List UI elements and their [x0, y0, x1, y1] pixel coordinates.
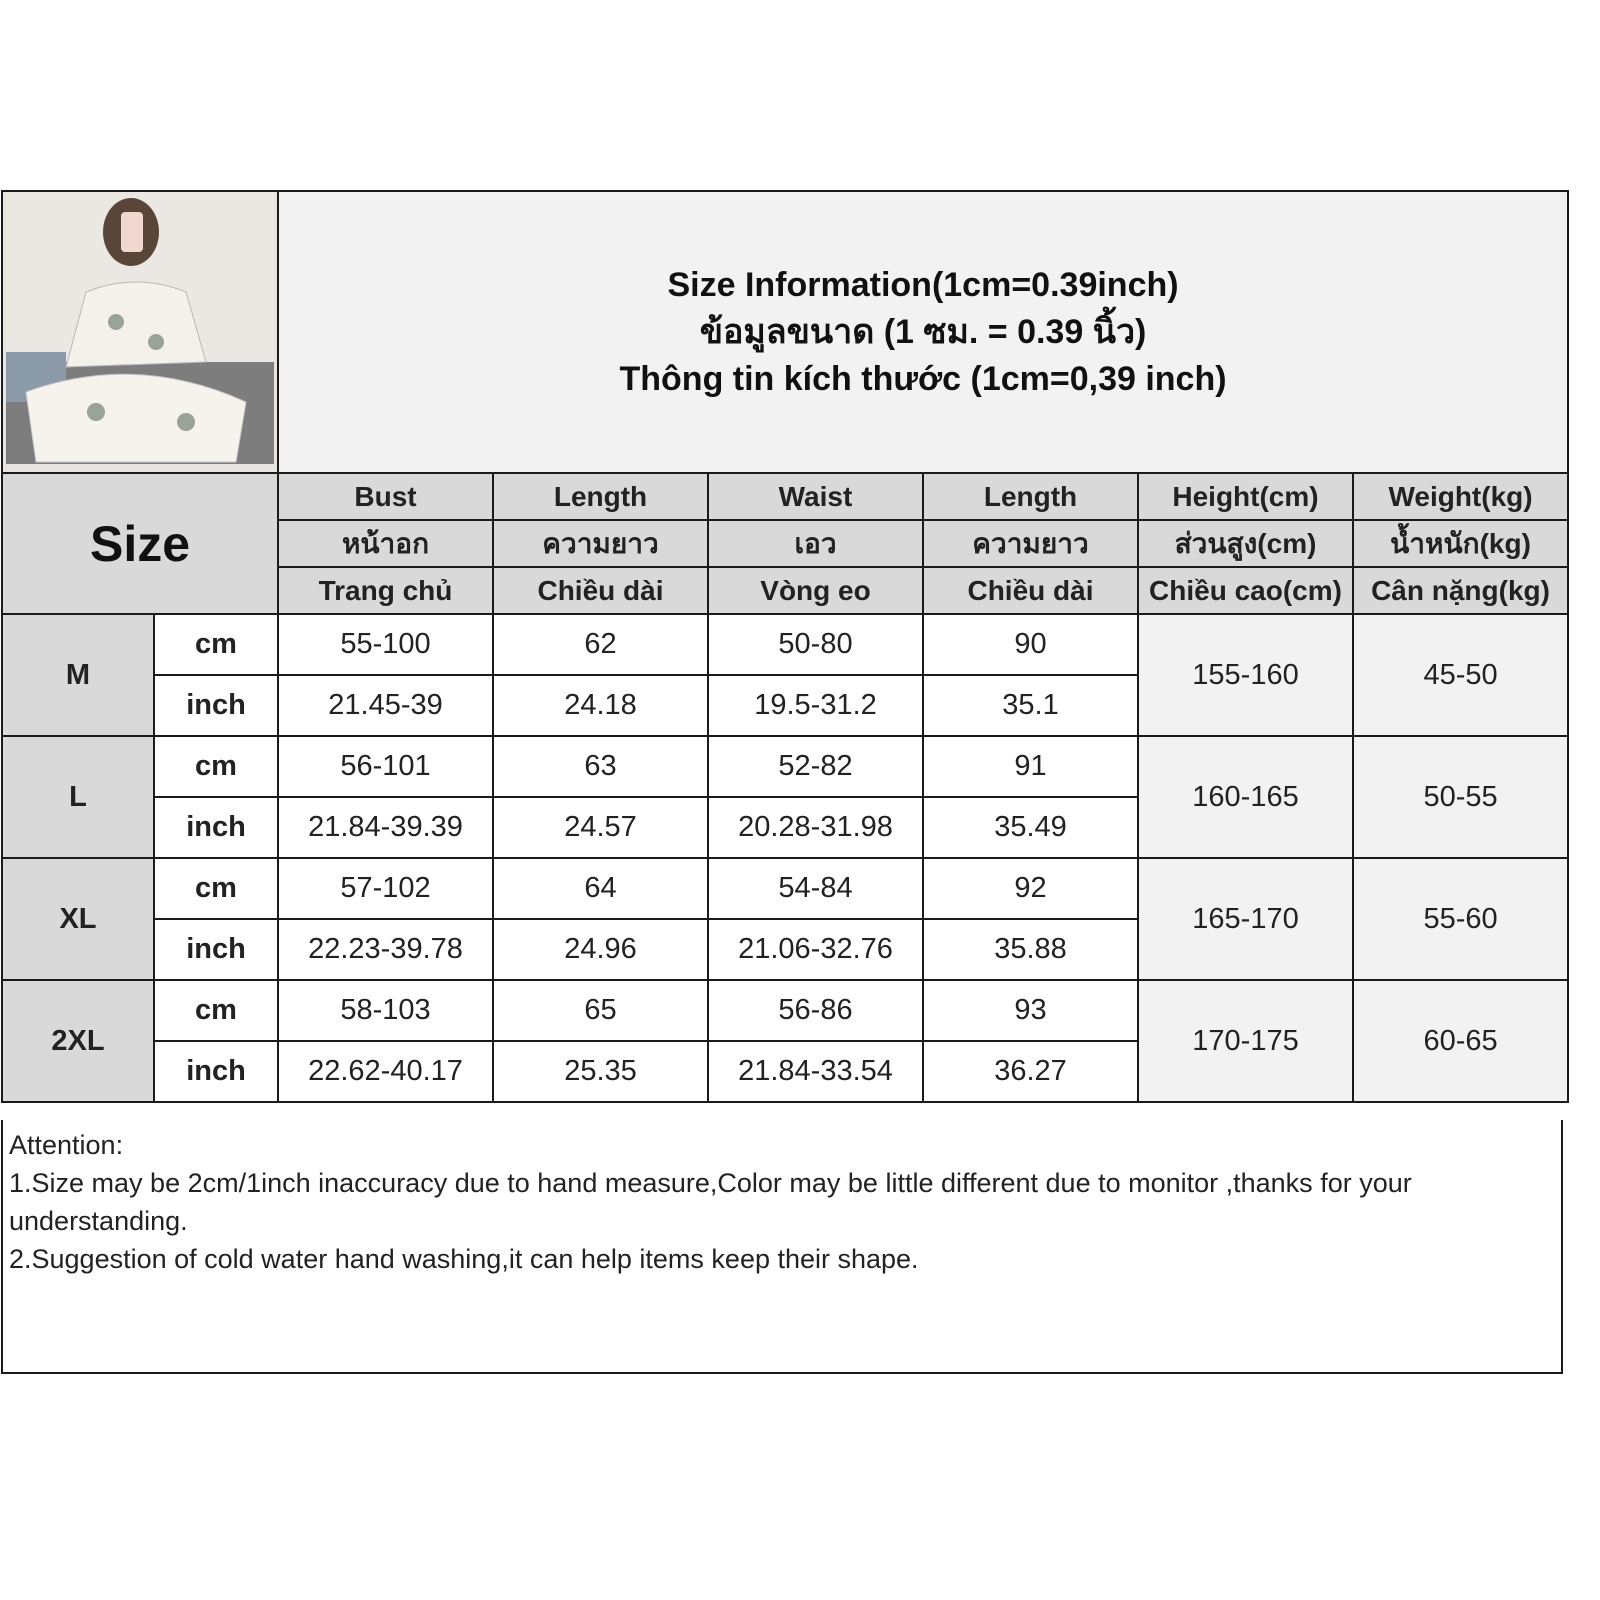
column-header-th: เอว: [707, 519, 924, 568]
measurement-cell: 35.1: [922, 674, 1139, 737]
column-header-th: น้ำหนัก(kg): [1351, 519, 1570, 568]
table-row: inch 22.23-39.78 24.96 21.06-32.76 35.88: [2, 918, 1568, 981]
size-label: L: [1, 735, 155, 859]
size-label: 2XL: [1, 979, 155, 1103]
measurement-cell: 21.84-39.39: [277, 796, 494, 859]
measurement-cell: 21.84-33.54: [707, 1040, 924, 1103]
table-row: inch 21.84-39.39 24.57 20.28-31.98 35.49: [2, 796, 1568, 859]
measurement-cell: 22.62-40.17: [277, 1040, 494, 1103]
measurement-cell: 64: [492, 857, 709, 920]
measurement-cell: 93: [922, 979, 1139, 1042]
measurement-cell: 55-100: [277, 613, 494, 676]
measurement-cell: 21.06-32.76: [707, 918, 924, 981]
measurement-cell: 58-103: [277, 979, 494, 1042]
unit-label: inch: [153, 674, 279, 737]
measurement-cell: 54-84: [707, 857, 924, 920]
table-row: 2XL cm 58-103 65 56-86 93 170-175 60-65: [1, 979, 1570, 1103]
measurement-cell: 62: [492, 613, 709, 676]
unit-label: inch: [153, 918, 279, 981]
unit-label: cm: [153, 857, 279, 920]
column-header-th: ความยาว: [492, 519, 709, 568]
table-row: XL cm 57-102 64 54-84 92 165-170 55-60: [1, 857, 1570, 981]
column-header-th: ส่วนสูง(cm): [1137, 519, 1354, 568]
measurement-cell: 35.88: [922, 918, 1139, 981]
weight-range-cell: 50-55: [1351, 735, 1570, 859]
measurement-cell: 21.45-39: [277, 674, 494, 737]
column-header-en: Waist: [707, 472, 924, 521]
unit-label: inch: [153, 796, 279, 859]
attention-heading: Attention:: [9, 1130, 124, 1160]
model-pajama-photo: [6, 192, 274, 464]
column-header-en: Length: [922, 472, 1139, 521]
unit-label: cm: [153, 979, 279, 1042]
column-header-en: Bust: [277, 472, 494, 521]
measurement-cell: 25.35: [492, 1040, 709, 1103]
unit-label: inch: [153, 1040, 279, 1103]
measurement-cell: 50-80: [707, 613, 924, 676]
product-photo: [1, 190, 279, 474]
table-row: inch 22.62-40.17 25.35 21.84-33.54 36.27: [2, 1040, 1568, 1103]
column-header-vi: Chiều dài: [922, 566, 1139, 615]
weight-range-cell: 45-50: [1351, 613, 1570, 737]
column-header-en: Height(cm): [1137, 472, 1354, 521]
column-header-vi: Chiều cao(cm): [1137, 566, 1354, 615]
measurement-cell: 24.57: [492, 796, 709, 859]
size-header: Size: [1, 472, 279, 615]
size-chart-table: Size Information(1cm=0.39inch) ข้อมูลขนา…: [1, 190, 1570, 1103]
column-header-th: หน้าอก: [277, 519, 494, 568]
title-thai: ข้อมูลขนาด (1 ซม. = 0.39 นิ้ว): [699, 312, 1147, 351]
column-header-vi: Chiều dài: [492, 566, 709, 615]
measurement-cell: 20.28-31.98: [707, 796, 924, 859]
column-header-vi: Cân nặng(kg): [1351, 566, 1570, 615]
weight-range-cell: 55-60: [1351, 857, 1570, 981]
measurement-cell: 56-101: [277, 735, 494, 798]
height-range-cell: 170-175: [1137, 979, 1354, 1103]
size-info-title: Size Information(1cm=0.39inch) ข้อมูลขนา…: [276, 190, 1570, 474]
size-label: XL: [1, 857, 155, 981]
measurement-cell: 22.23-39.78: [277, 918, 494, 981]
weight-range-cell: 60-65: [1351, 979, 1570, 1103]
measurement-cell: 90: [922, 613, 1139, 676]
measurement-cell: 24.96: [492, 918, 709, 981]
measurement-cell: 24.18: [492, 674, 709, 737]
attention-notes: Attention: 1.Size may be 2cm/1inch inacc…: [1, 1120, 1563, 1374]
measurement-cell: 56-86: [707, 979, 924, 1042]
height-range-cell: 155-160: [1137, 613, 1354, 737]
measurement-cell: 91: [922, 735, 1139, 798]
measurement-cell: 57-102: [277, 857, 494, 920]
column-header-en: Length: [492, 472, 709, 521]
measurement-cell: 63: [492, 735, 709, 798]
measurement-cell: 35.49: [922, 796, 1139, 859]
attention-note-2: 2.Suggestion of cold water hand washing,…: [9, 1244, 919, 1274]
unit-label: cm: [153, 613, 279, 676]
measurement-cell: 19.5-31.2: [707, 674, 924, 737]
unit-label: cm: [153, 735, 279, 798]
table-row: inch 21.45-39 24.18 19.5-31.2 35.1: [2, 674, 1568, 737]
measurement-cell: 36.27: [922, 1040, 1139, 1103]
measurement-cell: 92: [922, 857, 1139, 920]
measurement-cell: 65: [492, 979, 709, 1042]
attention-note-1: 1.Size may be 2cm/1inch inaccuracy due t…: [9, 1168, 1412, 1236]
title-english: Size Information(1cm=0.39inch): [667, 265, 1179, 304]
column-header-en: Weight(kg): [1351, 472, 1570, 521]
column-header-vi: Trang chủ: [277, 566, 494, 615]
height-range-cell: 160-165: [1137, 735, 1354, 859]
column-header-vi: Vòng eo: [707, 566, 924, 615]
column-header-th: ความยาว: [922, 519, 1139, 568]
measurement-cell: 52-82: [707, 735, 924, 798]
size-label: M: [1, 613, 155, 737]
title-vietnamese: Thông tin kích thước (1cm=0,39 inch): [619, 359, 1227, 398]
height-range-cell: 165-170: [1137, 857, 1354, 981]
